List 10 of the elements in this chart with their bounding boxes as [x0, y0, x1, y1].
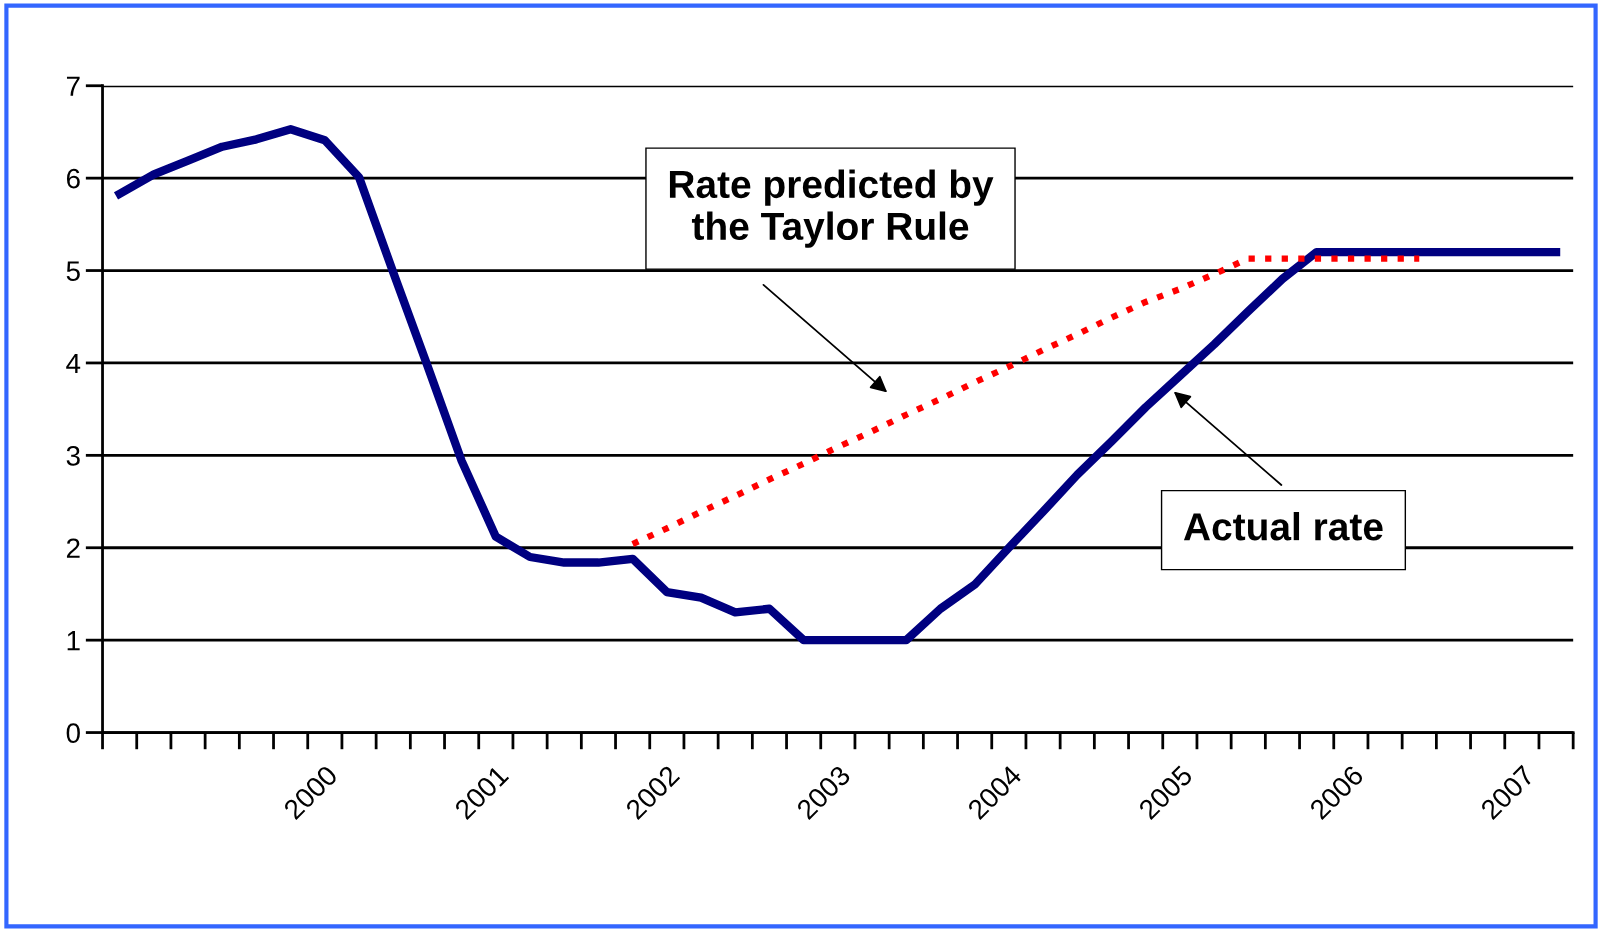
text: Actual rate — [1183, 511, 1383, 541]
y-tick-label: 3 — [66, 446, 80, 466]
y-tick-label: 2 — [66, 538, 80, 558]
y-tick-label: 6 — [66, 168, 80, 189]
text: Rate predicted by the Taylor Rule — [669, 169, 994, 248]
y-tick-label: 4 — [66, 353, 81, 374]
y-tick-label: 7 — [66, 76, 80, 96]
y-tick-label: 0 — [66, 723, 80, 743]
y-tick-label: 1 — [67, 631, 80, 651]
y-tick-label: 5 — [66, 261, 80, 281]
